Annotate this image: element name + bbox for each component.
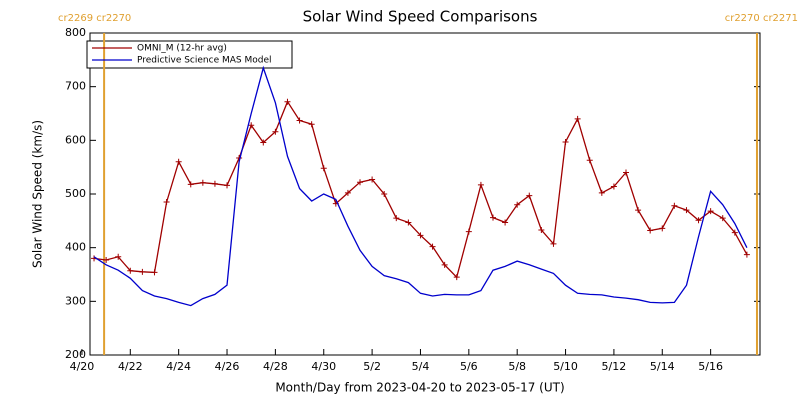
legend-label: OMNI_M (12-hr avg) — [137, 44, 227, 54]
data-point — [151, 269, 158, 276]
data-point — [284, 98, 291, 105]
data-point — [369, 176, 376, 183]
data-point — [490, 214, 497, 221]
data-point — [659, 225, 666, 232]
data-point — [272, 128, 279, 135]
x-tick-label: 4/28 — [263, 360, 288, 373]
data-point — [260, 139, 267, 146]
data-point — [320, 165, 327, 172]
data-point — [514, 201, 521, 208]
data-point — [163, 199, 170, 206]
data-point — [610, 183, 617, 190]
data-point — [719, 215, 726, 222]
data-point — [175, 158, 182, 165]
rotation-label: cr2269 cr2270 — [58, 13, 131, 24]
data-point — [465, 228, 472, 235]
data-point — [199, 179, 206, 186]
data-point — [574, 115, 581, 122]
series-line — [93, 100, 748, 279]
x-tick-label: 4/30 — [311, 360, 336, 373]
data-point — [381, 191, 388, 197]
x-tick-label: 5/14 — [650, 360, 675, 373]
data-point — [115, 253, 122, 260]
data-point — [405, 219, 412, 226]
data-point — [635, 207, 642, 214]
x-tick-label: 5/8 — [508, 360, 526, 373]
data-point — [598, 189, 605, 196]
data-point — [296, 117, 303, 124]
data-point — [103, 257, 110, 264]
legend-label: Predictive Science MAS Model — [137, 56, 272, 66]
data-point — [671, 202, 678, 209]
data-point — [695, 217, 702, 224]
data-point — [586, 157, 593, 164]
data-point — [224, 182, 231, 189]
series-line — [93, 65, 748, 307]
legend-box — [86, 40, 293, 69]
data-point — [707, 208, 714, 215]
data-point — [683, 207, 690, 214]
data-point — [550, 240, 557, 247]
data-point — [127, 267, 134, 274]
x-tick-label: 5/10 — [553, 360, 578, 373]
data-point — [417, 232, 424, 239]
plot-frame — [89, 32, 761, 356]
y-tick-label: 300 — [65, 294, 86, 307]
data-point — [357, 179, 364, 186]
data-point — [647, 227, 654, 234]
data-point — [453, 274, 460, 281]
data-point — [211, 180, 218, 187]
data-point — [393, 215, 400, 222]
data-point — [731, 229, 738, 236]
data-point — [429, 243, 436, 250]
x-tick-label: 4/22 — [118, 360, 143, 373]
y-tick-label: 700 — [65, 80, 86, 93]
data-point — [248, 122, 255, 129]
rotation-label: cr2270 cr2271 — [725, 13, 798, 24]
data-point — [308, 121, 315, 128]
data-point — [562, 138, 569, 145]
y-tick-label: 500 — [65, 187, 86, 200]
data-point — [344, 189, 351, 196]
x-tick-label: 4/24 — [166, 360, 191, 373]
y-tick-label: 200 — [65, 348, 86, 361]
y-tick-label: 600 — [65, 133, 86, 146]
chart-title: Solar Wind Speed Comparisons — [303, 8, 538, 26]
data-point — [526, 192, 533, 199]
x-axis-label: Month/Day from 2023-04-20 to 2023-05-17 … — [275, 381, 564, 395]
y-tick-label: 400 — [65, 241, 86, 254]
data-point — [623, 169, 629, 176]
x-tick-label: 5/12 — [602, 360, 627, 373]
data-point — [743, 251, 750, 258]
y-tick-label: 800 — [65, 26, 86, 39]
x-tick-label: 4/20 — [70, 360, 95, 373]
data-point — [187, 181, 194, 188]
data-point — [538, 226, 545, 233]
x-tick-label: 5/16 — [698, 360, 723, 373]
x-tick-label: 5/4 — [412, 360, 430, 373]
x-tick-label: 4/26 — [215, 360, 240, 373]
data-point — [441, 261, 448, 268]
x-tick-label: 5/2 — [363, 360, 381, 373]
x-tick-label: 5/6 — [460, 360, 478, 373]
data-point — [477, 181, 484, 188]
y-axis-label: Solar Wind Speed (km/s) — [31, 120, 45, 268]
data-point — [502, 219, 509, 226]
data-point — [139, 268, 146, 275]
